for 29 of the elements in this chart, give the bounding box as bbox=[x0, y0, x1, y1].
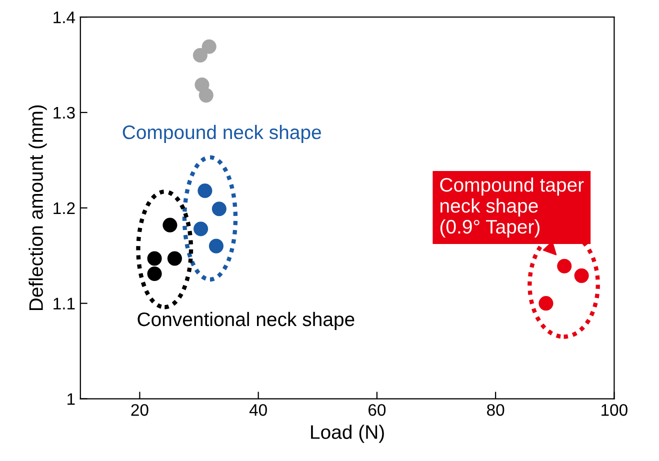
point bbox=[574, 268, 589, 283]
point bbox=[557, 258, 572, 274]
point bbox=[162, 218, 178, 232]
y-tick-label: 1 bbox=[68, 393, 75, 405]
y-tick-label: 1.2 bbox=[54, 202, 75, 214]
point bbox=[202, 39, 216, 54]
point bbox=[192, 48, 208, 63]
y-tick-label: 1.3 bbox=[54, 106, 75, 119]
x-tick-label: 100 bbox=[602, 404, 628, 416]
y-tick-label: 1.4 bbox=[54, 12, 76, 24]
series-label: Compound taper neck shape (0.9° Taper) bbox=[440, 177, 584, 238]
point bbox=[198, 183, 212, 198]
series-label: Conventional neck shape bbox=[138, 312, 354, 330]
point bbox=[147, 266, 162, 282]
x-tick-label: 60 bbox=[368, 404, 386, 416]
point bbox=[208, 238, 224, 254]
point bbox=[538, 296, 554, 311]
y-tick-label: 1.1 bbox=[54, 298, 75, 310]
text: Compound neck shape bbox=[122, 124, 321, 144]
point bbox=[167, 251, 182, 266]
x-tick-label: 40 bbox=[249, 404, 267, 416]
x-tick-label: 20 bbox=[131, 404, 148, 416]
x-axis-title: Load (N) bbox=[311, 424, 384, 443]
point bbox=[212, 202, 226, 216]
point bbox=[194, 222, 208, 236]
point bbox=[198, 88, 214, 103]
point bbox=[147, 251, 162, 266]
x-tick-label: 80 bbox=[487, 404, 504, 416]
y-axis-title: Deflection amount (mm) bbox=[28, 105, 47, 310]
